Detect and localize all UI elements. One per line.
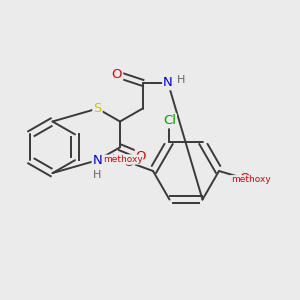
- Text: methoxy: methoxy: [231, 176, 270, 184]
- Text: S: S: [93, 102, 102, 115]
- Text: O: O: [123, 155, 134, 169]
- Text: O: O: [239, 172, 250, 185]
- Text: O: O: [136, 149, 146, 163]
- Text: O: O: [112, 68, 122, 81]
- Text: N: N: [163, 76, 173, 89]
- Text: H: H: [176, 75, 185, 85]
- Text: N: N: [93, 154, 102, 167]
- Text: H: H: [93, 169, 102, 180]
- Text: Cl: Cl: [163, 114, 176, 127]
- Text: methoxy: methoxy: [103, 155, 143, 164]
